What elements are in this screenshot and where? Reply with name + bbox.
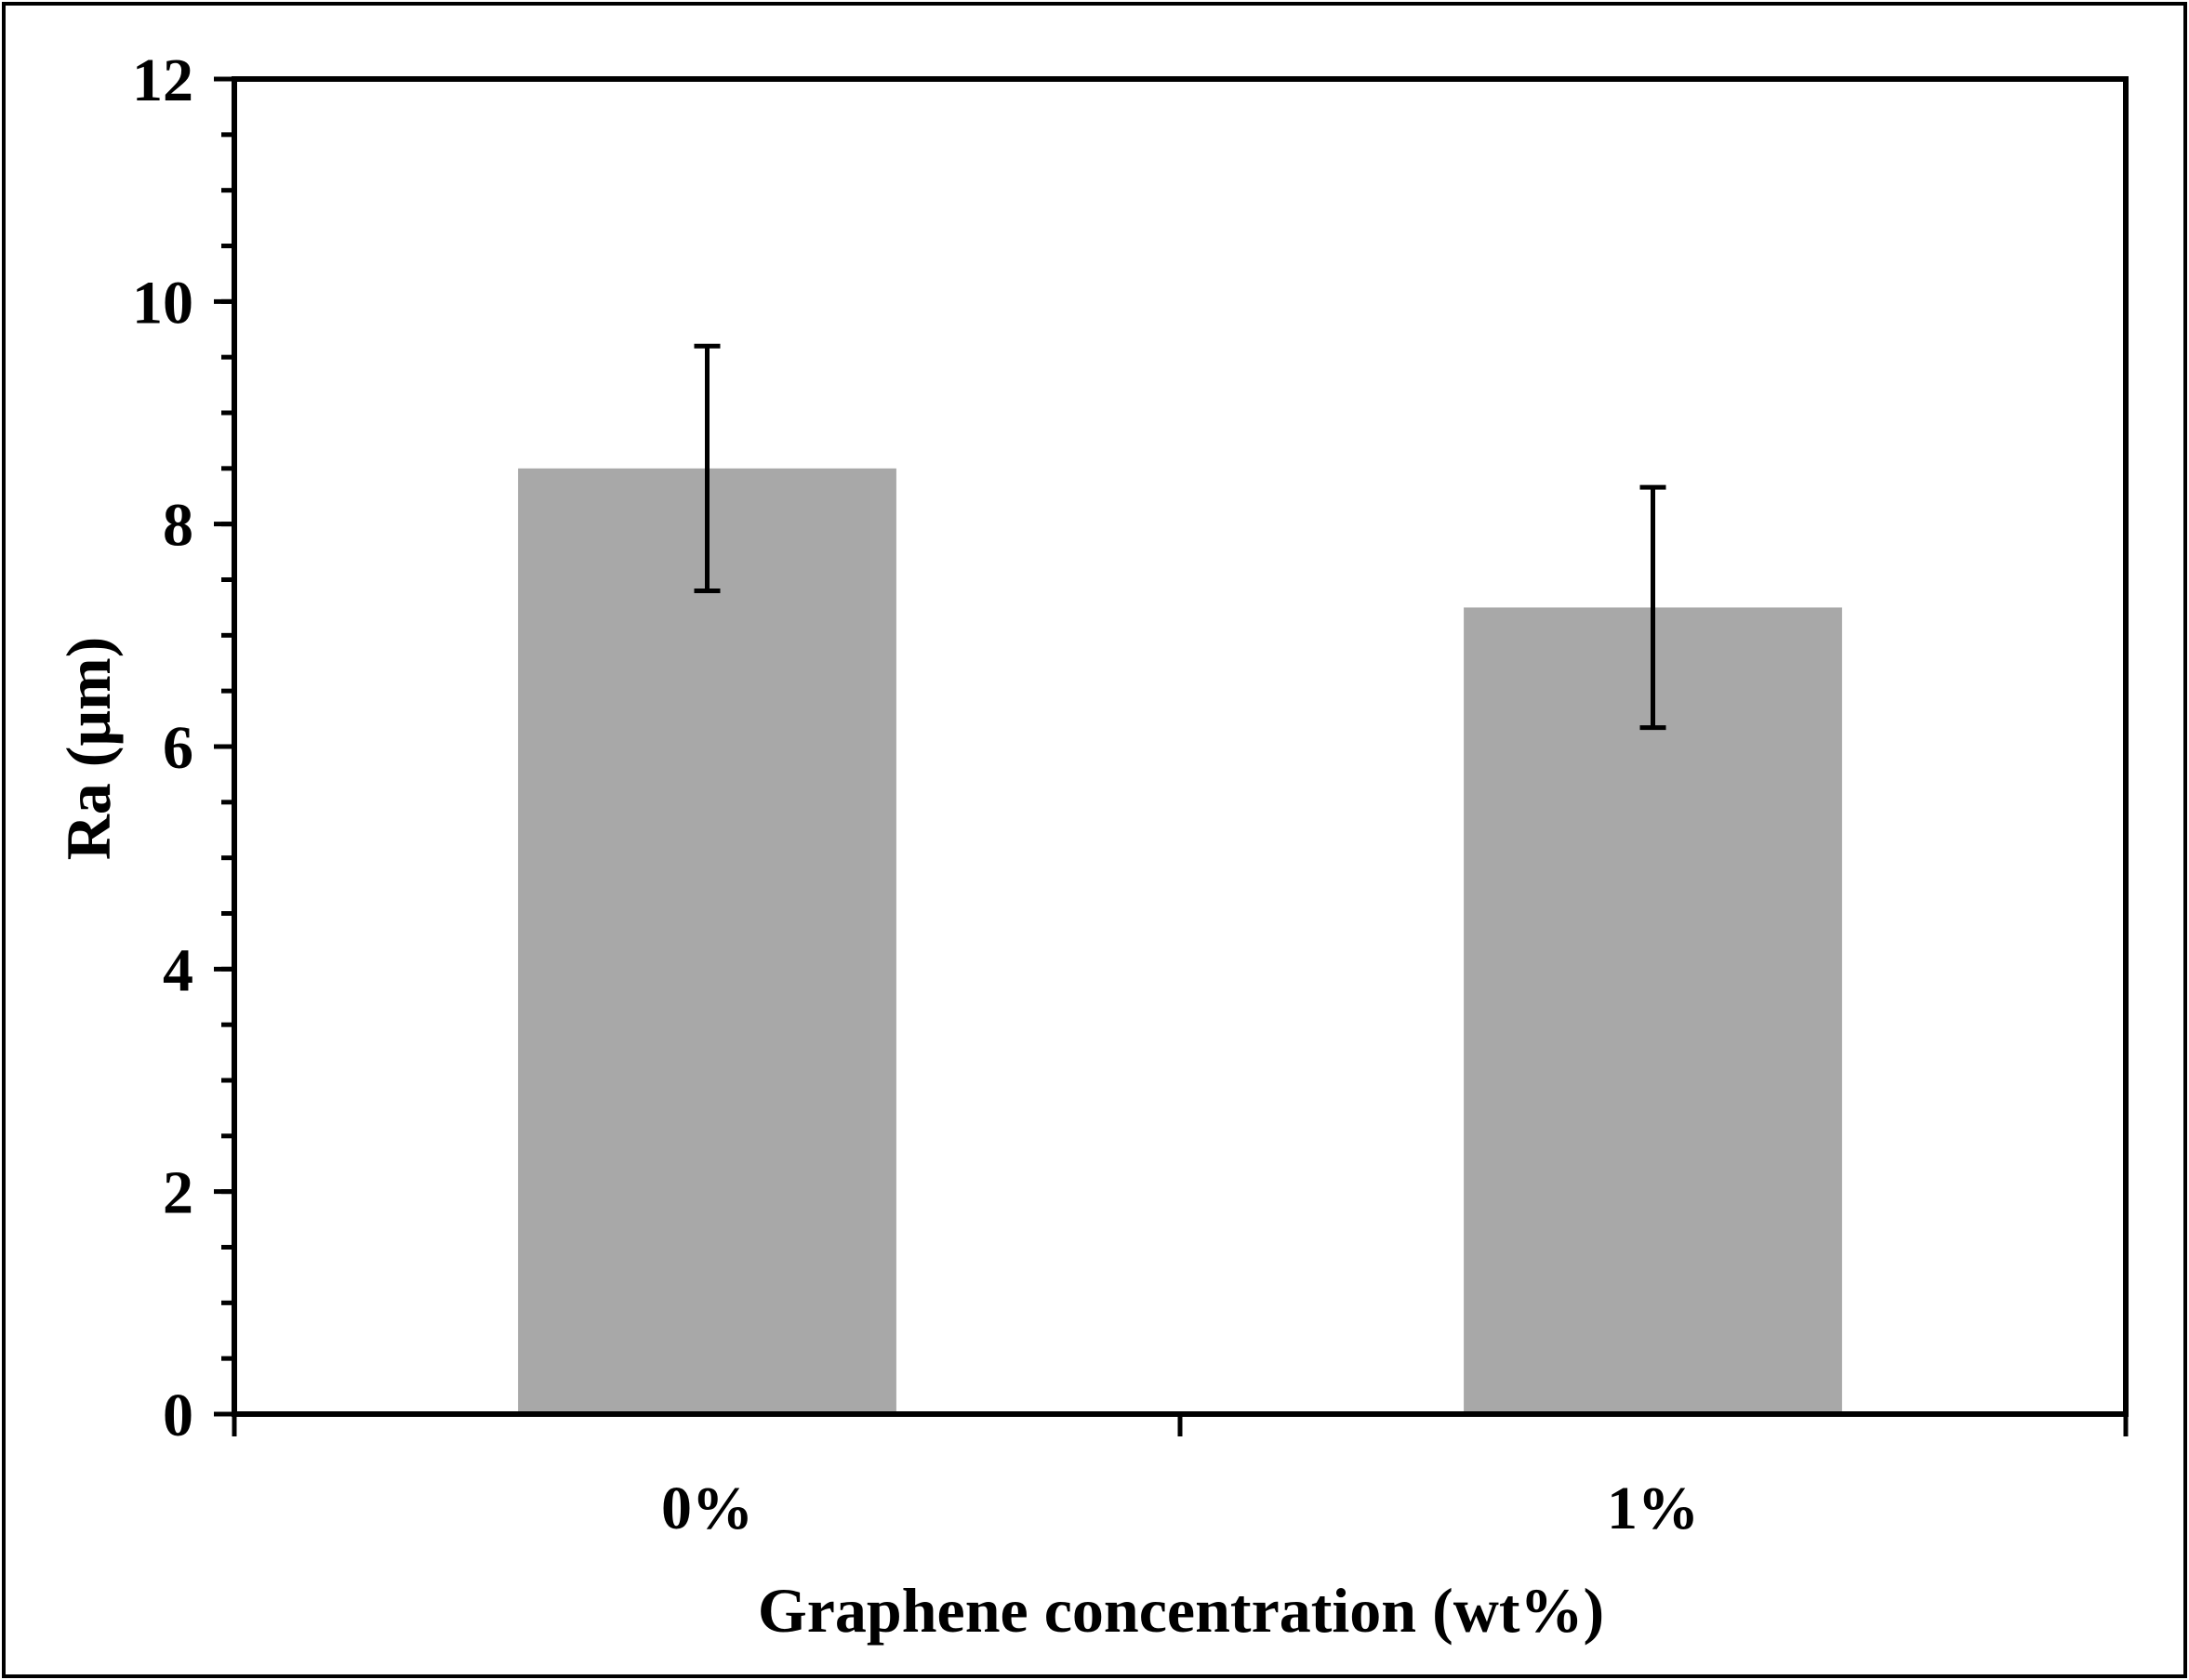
y-tick-label: 10 bbox=[132, 269, 193, 337]
y-tick-label: 2 bbox=[163, 1159, 193, 1227]
bar bbox=[1464, 607, 1842, 1414]
ticks-layer bbox=[214, 76, 2129, 1436]
x-tick-label: 0% bbox=[661, 1475, 753, 1542]
tick-labels-layer: 0 2 4 6 8 10 12 0% 1% bbox=[132, 46, 1699, 1542]
y-tick-label: 6 bbox=[163, 714, 193, 782]
bars-layer bbox=[518, 468, 1842, 1414]
axes-layer bbox=[232, 76, 2129, 1417]
y-tick-label: 12 bbox=[132, 46, 193, 114]
x-tick-label: 1% bbox=[1607, 1475, 1699, 1542]
bar bbox=[518, 468, 896, 1414]
error-bars-layer bbox=[694, 343, 1666, 731]
y-axis-title: Ra (μm) bbox=[53, 637, 124, 861]
y-tick-label: 4 bbox=[163, 936, 193, 1004]
y-tick-label: 8 bbox=[163, 492, 193, 560]
x-axis-title: Graphene concentration (wt%) bbox=[758, 1575, 1604, 1646]
y-tick-label: 0 bbox=[163, 1382, 193, 1449]
